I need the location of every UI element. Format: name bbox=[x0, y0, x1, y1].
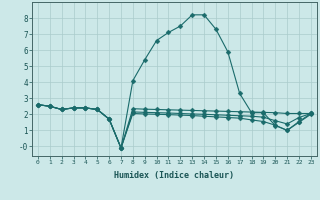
X-axis label: Humidex (Indice chaleur): Humidex (Indice chaleur) bbox=[115, 171, 234, 180]
